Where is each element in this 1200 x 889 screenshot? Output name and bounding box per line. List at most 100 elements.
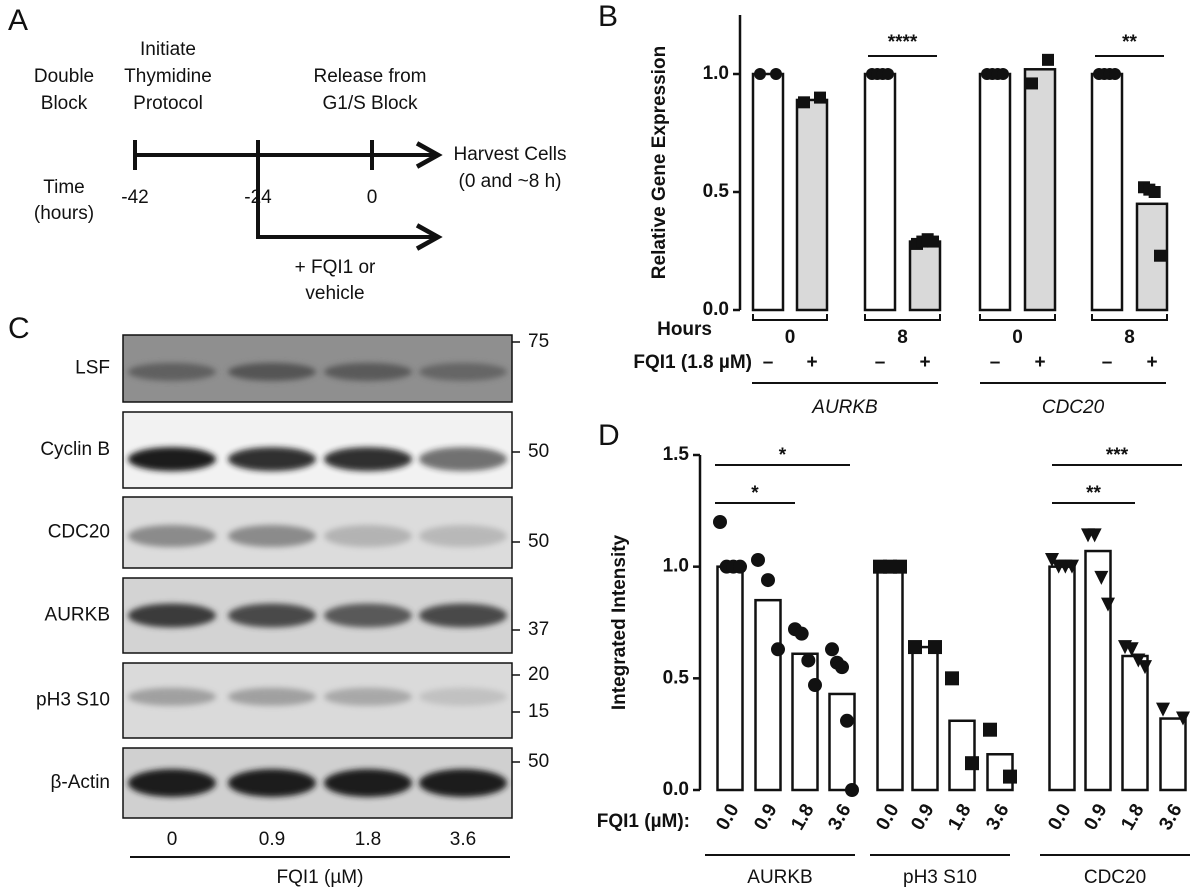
panel-letter: B	[598, 0, 618, 33]
data-point	[1109, 68, 1121, 80]
data-point	[840, 713, 854, 728]
data-point	[983, 722, 997, 737]
blot-band	[324, 603, 412, 628]
data-point	[965, 756, 979, 771]
x-tick-label: –	[1102, 352, 1113, 373]
bar	[828, 692, 856, 792]
y-tick-label: 1.0	[703, 63, 729, 84]
x-tick-label: 1.8	[944, 801, 975, 834]
hours-value: 8	[1124, 327, 1135, 348]
blot-band	[128, 769, 216, 797]
data-point	[1154, 249, 1166, 262]
bar	[1159, 717, 1187, 792]
bar	[1048, 565, 1076, 792]
mw-label: 75	[528, 331, 549, 352]
data-point	[713, 515, 727, 529]
timeline-text: Time	[43, 177, 85, 198]
blot-row-label: CDC20	[48, 522, 110, 543]
data-point	[1003, 769, 1017, 784]
x-tick-label: –	[875, 352, 886, 373]
blot-band	[228, 687, 316, 706]
y-tick-label: 0.0	[703, 299, 729, 320]
data-point	[845, 783, 859, 797]
hours-value: 0	[785, 327, 796, 348]
blot-band	[128, 362, 216, 381]
x-tick-label: 0.0	[1044, 801, 1075, 834]
timeline-text: Initiate	[140, 39, 196, 60]
y-axis-label: Relative Gene Expression	[649, 46, 670, 279]
hours-value: 0	[1012, 327, 1023, 348]
data-point	[751, 552, 765, 567]
blot-row-label: β-Actin	[51, 772, 111, 793]
data-point	[1042, 53, 1054, 66]
timeline-text: Protocol	[133, 93, 203, 114]
data-point	[808, 678, 822, 693]
data-point	[1026, 77, 1038, 90]
hours-bracket	[1091, 314, 1168, 321]
data-point	[835, 660, 849, 675]
data-point	[1101, 597, 1115, 612]
blot-band	[128, 525, 216, 548]
timeline-time: 0	[367, 187, 378, 208]
x-tick-label: –	[763, 352, 774, 373]
blot-xlabel: FQI1 (µM)	[277, 867, 364, 888]
lane-label: 0.9	[259, 829, 285, 850]
bar	[1090, 72, 1124, 312]
mw-label: 20	[528, 664, 549, 685]
blot-band	[419, 687, 507, 706]
panel-letter: D	[598, 419, 620, 452]
bar	[948, 719, 976, 792]
data-point	[798, 96, 810, 109]
timeline-text: (hours)	[34, 203, 94, 224]
significance-label: **	[1086, 483, 1101, 504]
x-tick-label: 0.9	[907, 801, 938, 834]
blot-band	[228, 769, 316, 797]
data-point	[893, 559, 907, 574]
data-point	[794, 626, 809, 641]
x-tick-label: 3.6	[1155, 801, 1186, 834]
significance-label: *	[779, 445, 787, 466]
blot-band	[324, 362, 412, 381]
timeline-text: Double	[34, 66, 94, 87]
x-tick-label: +	[1034, 352, 1045, 373]
data-point	[754, 68, 766, 80]
treatment-label: FQI1 (1.8 µM)	[633, 352, 752, 373]
data-point	[882, 68, 894, 80]
data-point	[771, 642, 785, 657]
hours-label: Hours	[657, 319, 712, 340]
timeline-time: -42	[121, 187, 148, 208]
bar	[978, 72, 1012, 312]
blot-band	[419, 603, 507, 628]
x-axis-label: FQI1 (µM):	[597, 811, 690, 832]
significance-label: *	[751, 483, 759, 504]
blot-band	[128, 687, 216, 706]
x-tick-label: 0.9	[750, 801, 781, 834]
lane-label: 0	[167, 829, 178, 850]
bar	[876, 565, 904, 792]
x-tick-label: 3.6	[982, 801, 1013, 834]
blot-band	[228, 447, 316, 472]
bar	[908, 240, 942, 312]
x-tick-label: –	[990, 352, 1001, 373]
gene-label: AURKB	[811, 397, 878, 418]
mw-label: 50	[528, 531, 549, 552]
bar	[1084, 549, 1112, 792]
data-point	[997, 68, 1009, 80]
x-tick-label: +	[919, 352, 930, 373]
panel-letter: A	[8, 4, 28, 37]
blot-row-label: Cyclin B	[40, 439, 110, 460]
data-point	[1124, 642, 1139, 657]
hours-bracket	[752, 314, 828, 321]
group-label: pH3 S10	[903, 867, 977, 888]
bar	[795, 98, 829, 312]
blot-band	[324, 525, 412, 548]
bar	[1121, 654, 1149, 792]
timeline-text: Release from	[314, 66, 427, 87]
treatment-arrow	[256, 170, 438, 237]
x-tick-label: 1.8	[787, 801, 818, 834]
timeline-text: (0 and ~8 h)	[459, 171, 562, 192]
bar	[751, 72, 785, 312]
data-point	[1094, 570, 1109, 585]
blot-band	[228, 362, 316, 381]
data-point	[1156, 702, 1170, 717]
